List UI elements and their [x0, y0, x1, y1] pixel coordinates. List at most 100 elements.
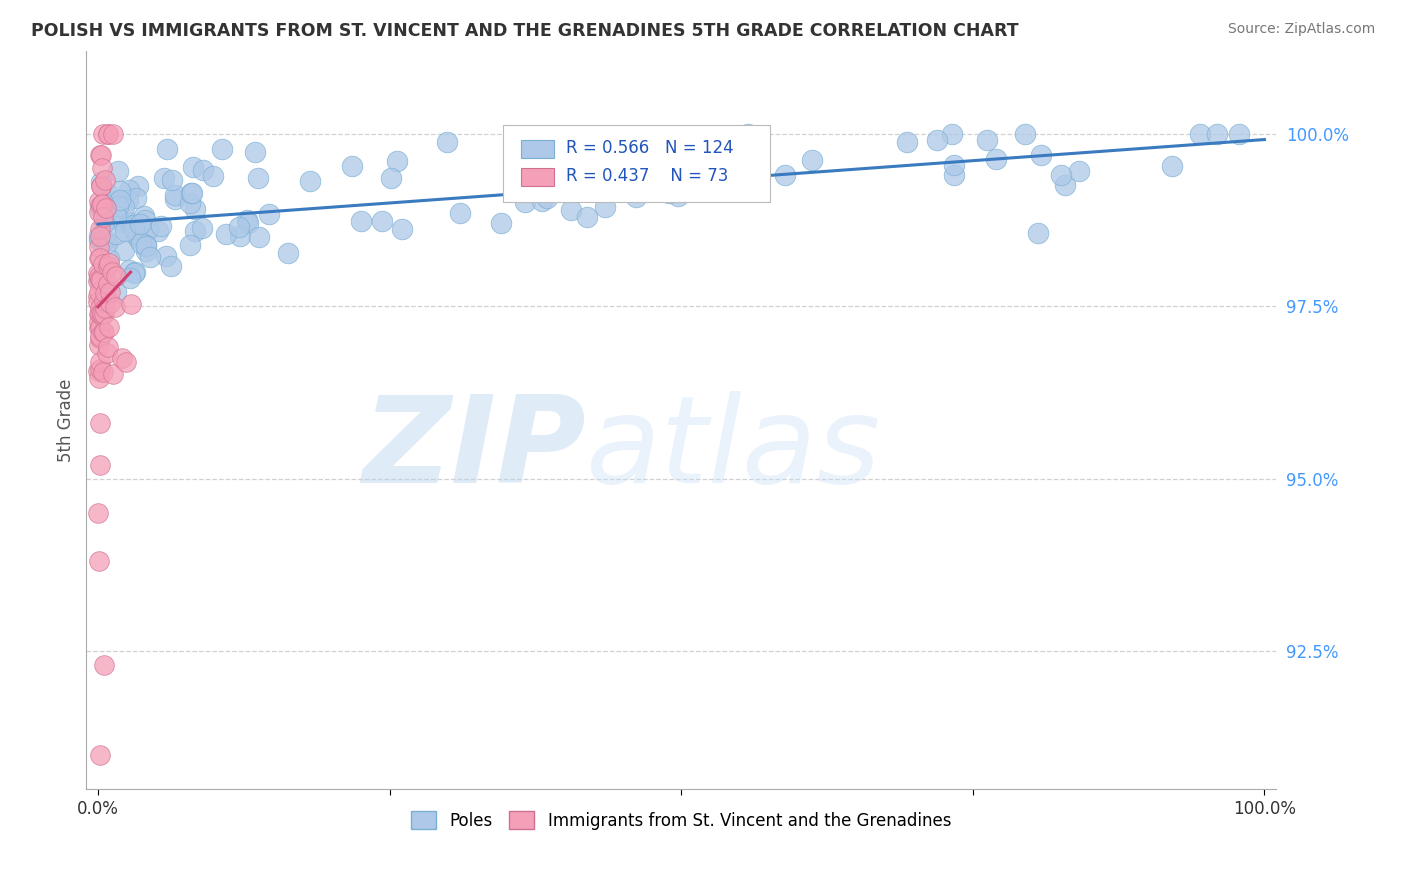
Point	[800, 153, 823, 168]
Point	[191, 221, 214, 235]
Point	[87, 274, 110, 288]
Point	[87, 289, 110, 303]
Point	[984, 152, 1007, 166]
Point	[515, 194, 537, 209]
Point	[89, 272, 111, 286]
Point	[134, 213, 156, 227]
Point	[112, 200, 135, 214]
Point	[117, 193, 139, 207]
Point	[105, 209, 128, 223]
Point	[380, 171, 402, 186]
Point	[87, 272, 110, 286]
Point	[127, 179, 149, 194]
Point	[93, 264, 115, 278]
Point	[89, 328, 111, 343]
Point	[89, 331, 111, 345]
Point	[925, 133, 948, 147]
Point	[91, 257, 114, 271]
Point	[93, 235, 115, 249]
Point	[91, 325, 114, 339]
Point	[98, 211, 121, 225]
Point	[624, 190, 647, 204]
Point	[120, 218, 142, 232]
Point	[129, 236, 152, 251]
Point	[103, 367, 125, 381]
Point	[436, 135, 458, 149]
Point	[87, 194, 110, 208]
Point	[581, 169, 603, 184]
Point	[156, 142, 179, 156]
Point	[160, 259, 183, 273]
Point	[97, 340, 120, 354]
Text: R = 0.566   N = 124: R = 0.566 N = 124	[565, 139, 734, 157]
Point	[773, 168, 796, 182]
Point	[238, 216, 260, 230]
Point	[125, 227, 148, 241]
Point	[89, 337, 111, 351]
Text: atlas: atlas	[586, 391, 882, 508]
Point	[87, 307, 110, 321]
Text: POLISH VS IMMIGRANTS FROM ST. VINCENT AND THE GRENADINES 5TH GRADE CORRELATION C: POLISH VS IMMIGRANTS FROM ST. VINCENT AN…	[31, 22, 1018, 40]
Point	[91, 196, 114, 211]
Point	[703, 159, 725, 173]
Point	[91, 127, 114, 141]
Point	[93, 657, 115, 672]
Point	[122, 266, 145, 280]
Point	[193, 163, 215, 178]
Point	[138, 250, 160, 264]
Point	[91, 306, 114, 320]
Point	[89, 554, 111, 568]
Point	[89, 301, 111, 315]
Point	[98, 256, 121, 270]
Point	[93, 294, 115, 309]
Point	[87, 268, 110, 283]
Point	[155, 249, 177, 263]
FancyBboxPatch shape	[503, 125, 770, 202]
Point	[536, 191, 558, 205]
Point	[91, 308, 114, 322]
Point	[89, 458, 111, 472]
Point	[163, 188, 186, 202]
Point	[127, 231, 149, 245]
Point	[180, 186, 202, 201]
Point	[94, 173, 117, 187]
Point	[135, 238, 157, 252]
Point	[93, 365, 115, 379]
Point	[90, 198, 112, 212]
Point	[89, 285, 111, 300]
Point	[666, 189, 689, 203]
Point	[89, 251, 111, 265]
Point	[122, 222, 145, 236]
Point	[976, 133, 998, 147]
Point	[1206, 127, 1229, 141]
Point	[179, 195, 201, 210]
Point	[181, 160, 204, 174]
Point	[90, 178, 112, 193]
Text: ZIP: ZIP	[363, 391, 586, 508]
Point	[129, 217, 152, 231]
Point	[228, 219, 250, 234]
Point	[1054, 178, 1077, 193]
Point	[489, 215, 512, 229]
Point	[111, 351, 134, 365]
Point	[211, 143, 233, 157]
Point	[229, 229, 252, 244]
Point	[91, 161, 114, 175]
Point	[150, 219, 173, 233]
Point	[107, 199, 129, 213]
Point	[165, 192, 187, 206]
Point	[146, 224, 169, 238]
Point	[87, 371, 110, 385]
Point	[108, 184, 131, 198]
Point	[91, 197, 114, 211]
Point	[247, 230, 270, 244]
Point	[120, 296, 142, 310]
Point	[118, 215, 141, 229]
Point	[90, 273, 112, 287]
Point	[132, 210, 155, 224]
Point	[97, 277, 120, 291]
Point	[90, 175, 112, 189]
Point	[89, 362, 111, 376]
Point	[896, 135, 918, 149]
Point	[98, 285, 121, 300]
